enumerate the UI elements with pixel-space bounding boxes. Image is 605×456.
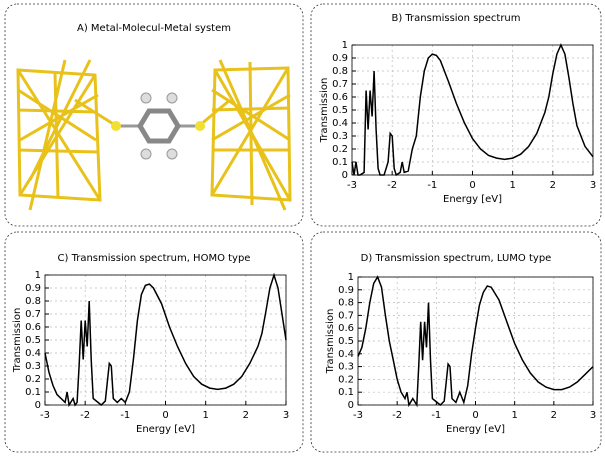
y-tick-label: 0.5 <box>338 336 354 347</box>
y-tick-label: 0.2 <box>25 374 41 385</box>
y-axis-label: Transmission <box>319 78 330 144</box>
x-tick-label: 0 <box>469 180 475 191</box>
y-tick-label: 0.3 <box>338 362 354 373</box>
y-tick-label: 0.8 <box>332 66 348 77</box>
y-tick-label: 0.6 <box>338 323 354 334</box>
y-tick-label: 0.6 <box>25 322 41 333</box>
x-tick-label: -1 <box>120 410 130 421</box>
y-tick-label: 0 <box>348 400 354 411</box>
panel-frame <box>4 231 304 453</box>
x-tick-label: 0 <box>162 410 168 421</box>
y-tick-label: 0.9 <box>338 285 354 296</box>
y-tick-label: 0.8 <box>25 296 41 307</box>
x-tick-label: 1 <box>511 410 517 421</box>
y-tick-label: 0.5 <box>332 105 348 116</box>
y-tick-label: 0.3 <box>332 131 348 142</box>
y-tick-label: 0.5 <box>25 335 41 346</box>
y-tick-label: 0.7 <box>332 79 348 90</box>
x-tick-label: 2 <box>551 410 557 421</box>
x-tick-label: -2 <box>387 180 397 191</box>
data-line <box>44 272 287 408</box>
x-axis-label: Energy [eV] <box>446 424 505 435</box>
y-tick-label: 0.6 <box>332 92 348 103</box>
y-tick-label: 1 <box>348 272 354 283</box>
panel-frame <box>4 3 304 227</box>
x-tick-label: 2 <box>243 410 249 421</box>
x-tick-label: -1 <box>431 410 441 421</box>
x-tick-label: 1 <box>509 180 515 191</box>
panel-frame <box>310 231 602 453</box>
x-tick-label: -3 <box>40 410 50 421</box>
y-tick-label: 0.9 <box>25 283 41 294</box>
panel-title: A) Metal-Molecul-Metal system <box>77 23 231 34</box>
data-line <box>351 43 594 177</box>
x-tick-label: 3 <box>590 410 596 421</box>
y-axis-label: Transmission <box>12 308 23 374</box>
y-tick-label: 0.1 <box>332 157 348 168</box>
x-tick-label: -3 <box>347 180 357 191</box>
chart-title: C) Transmission spectrum, HOMO type <box>58 253 251 264</box>
y-tick-label: 0.8 <box>338 298 354 309</box>
x-tick-label: 0 <box>472 410 478 421</box>
y-tick-label: 0.2 <box>338 374 354 385</box>
y-tick-label: 0 <box>342 170 348 181</box>
chart-title: B) Transmission spectrum <box>391 13 520 24</box>
x-tick-label: 1 <box>202 410 208 421</box>
y-tick-label: 0.4 <box>25 348 41 359</box>
data-line <box>357 275 594 408</box>
y-tick-label: 1 <box>35 270 41 281</box>
y-tick-label: 0 <box>35 400 41 411</box>
y-tick-label: 0.4 <box>338 349 354 360</box>
x-tick-label: -3 <box>353 410 363 421</box>
y-tick-label: 0.4 <box>332 118 348 129</box>
x-tick-label: -2 <box>80 410 90 421</box>
x-axis-label: Energy [eV] <box>443 194 502 205</box>
y-tick-label: 0.7 <box>25 309 41 320</box>
y-tick-label: 0.1 <box>338 387 354 398</box>
y-tick-label: 0.7 <box>338 310 354 321</box>
y-tick-label: 0.9 <box>332 53 348 64</box>
y-tick-label: 0.1 <box>25 387 41 398</box>
x-axis-label: Energy [eV] <box>136 424 195 435</box>
x-tick-label: 3 <box>283 410 289 421</box>
molecule-image <box>16 59 292 211</box>
y-tick-label: 0.2 <box>332 144 348 155</box>
x-tick-label: 3 <box>590 180 596 191</box>
y-axis-label: Transmission <box>325 309 336 375</box>
x-tick-label: -2 <box>392 410 402 421</box>
chart-title: D) Transmission spectrum, LUMO type <box>361 253 552 264</box>
plot-frame <box>357 276 594 406</box>
y-tick-label: 1 <box>342 40 348 51</box>
y-tick-label: 0.3 <box>25 361 41 372</box>
plot-frame <box>351 44 594 176</box>
panel-frame <box>310 3 602 227</box>
x-tick-label: 2 <box>550 180 556 191</box>
x-tick-label: -1 <box>427 180 437 191</box>
